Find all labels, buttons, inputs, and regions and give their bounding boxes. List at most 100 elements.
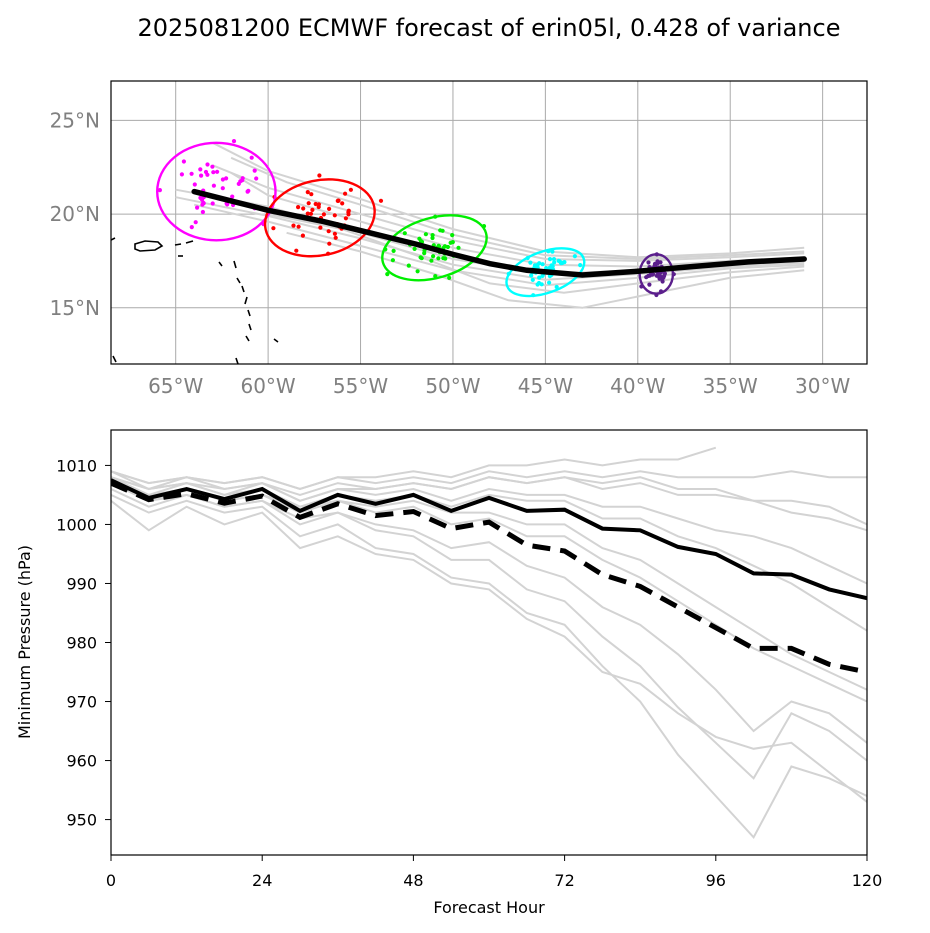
figure-title: 2025081200 ECMWF forecast of erin05l, 0.… [138,14,841,42]
member-position-dot [528,260,533,265]
member-position-dot [181,159,186,164]
spread-ellipses [156,141,675,298]
ensemble-member-tracks [175,141,805,309]
member-position-dot [193,220,198,225]
member-position-dot [390,258,395,263]
member-position-dot [332,231,337,236]
member-track [212,141,805,259]
lon-tick-label: 60°W [240,374,295,398]
member-position-dot [317,173,322,178]
spread-ellipse [156,141,277,242]
member-position-dot [550,249,555,254]
member-position-dot [532,263,538,268]
member-position-dot [530,277,535,282]
member-position-dot [200,202,205,207]
lon-tick-label: 50°W [425,374,480,398]
member-position-dot [210,201,215,206]
member-position-dot [348,187,353,192]
member-position-dot [445,244,450,250]
member-position-dot [198,167,203,172]
coastline-islands [111,237,279,364]
y-tick-label: 1000 [56,515,97,534]
map-frame [110,80,868,365]
lon-tick-label: 35°W [703,374,758,398]
member-position-dot [456,245,461,250]
member-position-dot [662,273,667,279]
member-position-dot [378,198,384,203]
member-position-dot [210,164,215,169]
member-track [286,231,805,309]
member-position-dot [189,171,194,176]
spread-ellipse [505,247,586,298]
pressure-mean-line [111,478,867,601]
member-position-dot [385,272,390,277]
x-axis-label: Forecast Hour [433,898,545,917]
member-position-dot [558,261,564,266]
y-tick-label: 990 [66,574,97,593]
member-position-dot [346,208,351,213]
member-position-dot [333,235,338,240]
member-position-dot [254,176,259,181]
pressure-member-line [111,470,867,491]
member-track [175,196,805,281]
member-position-dot [431,254,436,259]
member-position-dot [450,233,455,238]
member-position-dot [539,282,544,287]
member-position-dot [448,240,453,245]
pressure-ticks: 0 24 48 72 96 120 950 960 970 980 990 1000 1010 [56,456,882,890]
member-position-dot [547,280,552,285]
pressure-plot: 0 24 48 72 96 120 950 960 970 980 990 1000 1010 Fore… [15,429,882,917]
member-position-dot [200,209,205,215]
member-position-dot [249,155,254,160]
member-position-dot [578,263,583,268]
spread-ellipse [263,178,376,258]
y-tick-label: 960 [66,752,97,771]
pressure-member-line [111,500,867,803]
pressure-member-line [111,476,867,632]
member-position-dot [423,232,428,237]
member-position-dot [220,177,225,182]
x-tick-label: 96 [706,871,726,890]
member-position-dot [179,172,184,177]
member-position-dot [343,216,348,221]
member-position-dot [321,212,326,217]
member-position-dot [646,260,651,265]
member-position-dot [343,191,348,196]
x-tick-label: 120 [852,871,883,890]
member-position-dot [205,162,210,167]
y-tick-label: 980 [66,634,97,653]
member-position-dot [305,211,310,216]
pressure-member-line [111,482,867,780]
member-position-dot [412,246,417,251]
member-position-dot [195,205,200,210]
member-position-dot [552,260,557,265]
member-position-dot [537,275,542,280]
member-position-dot [211,183,216,188]
member-position-dot [231,139,237,144]
member-position-dot [550,264,555,269]
member-position-dot [430,233,435,238]
lon-tick-label: 40°W [610,374,665,398]
pressure-member-line [111,476,867,532]
member-position-dot [415,269,420,274]
member-position-dot [157,188,162,193]
member-position-dot [205,172,210,177]
member-position-dot [294,248,299,253]
member-position-dot [225,202,230,207]
member-position-dot [230,194,235,199]
member-position-dot [318,225,323,230]
member-position-dot [240,176,245,181]
lon-tick-label: 30°W [795,374,850,398]
y-tick-label: 1010 [56,456,97,475]
member-position-dot [313,201,318,207]
pressure-member-line [111,482,867,703]
member-position-dot [417,236,422,241]
x-tick-label: 48 [403,871,423,890]
member-position-dot [529,273,534,278]
member-position-dot [540,262,545,267]
member-position-dot [189,225,194,230]
member-position-dot [644,275,649,280]
member-position-dot [246,188,251,193]
map-tick-labels: 65°W 60°W 55°W 50°W 45°W 40°W 35°W 30°W 15°N 20°N… [50,108,851,398]
member-position-dot [309,192,314,197]
